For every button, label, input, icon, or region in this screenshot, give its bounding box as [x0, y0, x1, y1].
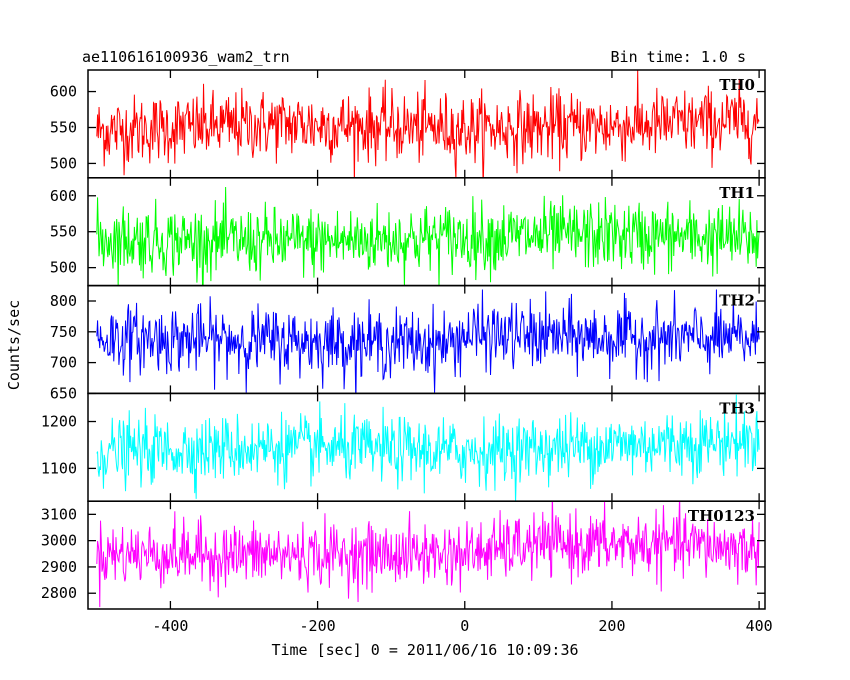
- y-tick-label: 800: [50, 292, 77, 310]
- y-tick-label: 3100: [41, 505, 77, 523]
- x-tick-label: -400: [152, 617, 188, 635]
- y-tick-label: 650: [50, 384, 77, 402]
- series-line-th2: [96, 289, 760, 394]
- y-tick-label: 500: [50, 259, 77, 277]
- y-tick-label: 600: [50, 83, 77, 101]
- x-axis-label: Time [sec] 0 = 2011/06/16 10:09:36: [271, 641, 578, 659]
- chart-title-right: Bin time: 1.0 s: [611, 48, 746, 66]
- y-tick-label: 600: [50, 187, 77, 205]
- y-axis-label: Counts/sec: [5, 300, 23, 390]
- x-tick-label: 400: [746, 617, 773, 635]
- x-tick-label: -200: [300, 617, 336, 635]
- y-tick-label: 550: [50, 223, 77, 241]
- y-tick-label: 550: [50, 118, 77, 136]
- panel-th2: 650 700 750 800 TH2: [50, 284, 766, 402]
- y-tick-label: 700: [50, 354, 77, 372]
- series-label-th0: TH0: [719, 76, 755, 94]
- series-line-th0: [96, 70, 760, 178]
- series-label-th0123: TH0123: [688, 507, 755, 525]
- panel-frame: [87, 500, 766, 610]
- panels-layer: 500 550 600 TH0 500 550 600 TH1 650 700 750 800 TH2 1…: [41, 69, 773, 635]
- y-tick-label: 3000: [41, 532, 77, 550]
- series-label-th3: TH3: [719, 399, 755, 417]
- x-tick-label: 0: [460, 617, 469, 635]
- y-tick-label: 500: [50, 154, 77, 172]
- chart-title-left: ae110616100936_wam2_trn: [82, 48, 290, 66]
- y-tick-label: 1100: [41, 459, 77, 477]
- panel-th3: 1100 1200 TH3: [41, 392, 766, 502]
- series-line-th1: [96, 186, 760, 286]
- series-label-th1: TH1: [719, 184, 755, 202]
- x-tick-label: 200: [598, 617, 625, 635]
- panel-th0123: 2800 2900 3000 3100 TH0123: [41, 500, 766, 610]
- y-tick-label: 750: [50, 323, 77, 341]
- y-tick-label: 1200: [41, 413, 77, 431]
- y-tick-label: 2900: [41, 558, 77, 576]
- panel-th1: 500 550 600 TH1: [50, 177, 766, 287]
- panel-th0: 500 550 600 TH0: [50, 69, 766, 179]
- series-line-th3: [96, 394, 760, 502]
- series-line-th0123: [96, 501, 760, 608]
- series-label-th2: TH2: [719, 292, 755, 310]
- y-tick-label: 2800: [41, 584, 77, 602]
